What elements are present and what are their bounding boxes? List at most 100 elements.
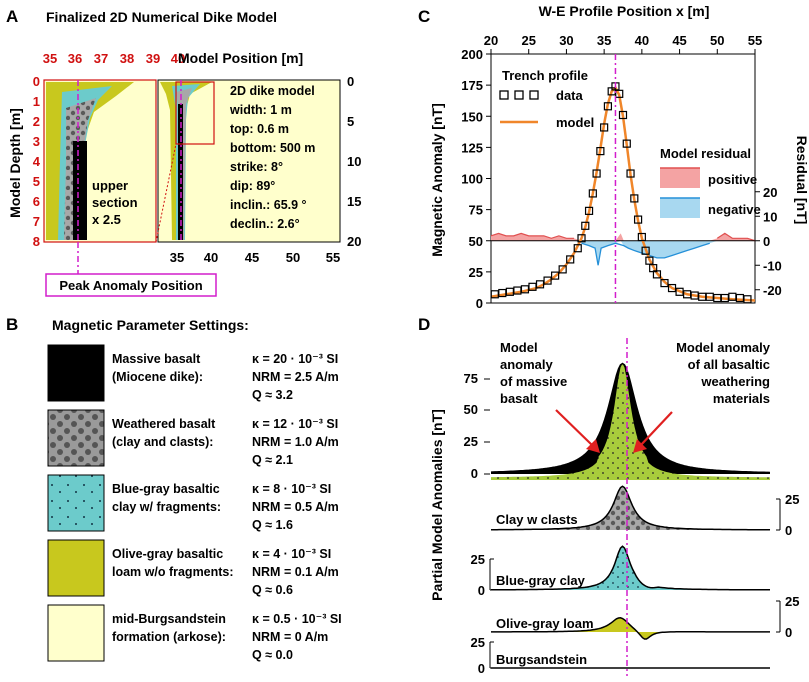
panel-c: C W-E Profile Position x [m] Magnetic An… <box>418 3 809 311</box>
panel-c-y2-label: Residual [nT] <box>794 136 809 225</box>
mat-0-q: Q ≈ 3.2 <box>252 388 293 402</box>
panel-a: A Finalized 2D Numerical Dike Model 35 3… <box>6 7 361 297</box>
data-point <box>584 206 594 215</box>
sub-scale-olive-25: 25 <box>785 594 799 609</box>
upper-section-label-3: x 2.5 <box>92 212 121 227</box>
clay-outline <box>491 485 771 531</box>
model-params: 2D dike model width: 1 m top: 0.6 m bott… <box>229 84 315 231</box>
mat-1-name-1: Weathered basalt <box>112 417 216 431</box>
panel-b: B Magnetic Parameter Settings: Massive b… <box>6 315 342 662</box>
swatch-bluegray <box>47 474 105 532</box>
data-point <box>577 234 586 243</box>
mat-0-nrm: NRM = 2.5 A/m <box>252 370 339 384</box>
c-y2tick-0: 0 <box>763 234 770 249</box>
depth-4: 4 <box>33 154 41 169</box>
c-ytick-75: 75 <box>469 203 483 218</box>
c-ytick-175: 175 <box>461 78 483 93</box>
residual-neg-swatch <box>660 198 700 218</box>
mat-3-kappa: κ = 4 · 10⁻³ SI <box>252 547 331 561</box>
label-massive-3: of massive <box>500 374 567 389</box>
label-weathering-2: of all basaltic <box>688 357 770 372</box>
rdepth-5: 5 <box>347 114 354 129</box>
data-point <box>626 169 635 178</box>
c-xtick-45: 45 <box>672 33 686 48</box>
legend-marker-1 <box>499 90 509 100</box>
mat-1-kappa: κ = 12 · 10⁻³ SI <box>252 417 338 431</box>
label-massive-4: basalt <box>500 391 538 406</box>
arrow-weathering-shaft <box>639 411 673 447</box>
swatch-sandstone <box>47 604 105 662</box>
panel-c-x-ticks: 20 25 30 35 40 45 50 55 <box>484 33 762 54</box>
c-y2tick--20: -20 <box>763 283 782 298</box>
tick-a-40: 40 <box>171 51 185 66</box>
clay-area <box>491 486 770 530</box>
c-xtick-35: 35 <box>597 33 611 48</box>
mat-3-nrm: NRM = 0.1 A/m <box>252 565 339 579</box>
legend-data-markers <box>499 90 539 100</box>
data-point <box>660 278 669 288</box>
d-tick-25: 25 <box>464 434 478 449</box>
mat-2-name-2: clay w/ fragments: <box>112 500 221 514</box>
panel-b-title: Magnetic Parameter Settings: <box>52 317 249 333</box>
sub-scale-blue-0: 0 <box>478 583 485 598</box>
panel-c-residual <box>490 232 756 266</box>
panel-a-axis-title: Model Position [m] <box>178 50 303 66</box>
swatch-massive <box>47 344 105 402</box>
mat-2-kappa: κ = 8 · 10⁻³ SI <box>252 482 331 496</box>
model-line <box>490 85 756 302</box>
tick-a-35: 35 <box>43 51 57 66</box>
data-point <box>543 276 552 285</box>
c-ytick-150: 150 <box>461 109 483 124</box>
panel-d-letter: D <box>418 315 430 334</box>
mat-4-kappa: κ = 0.5 · 10⁻³ SI <box>252 612 342 626</box>
upper-massive-dike <box>73 141 87 240</box>
depth-5: 5 <box>33 174 40 189</box>
legend-trench-title: Trench profile <box>502 68 588 83</box>
material-names: Massive basalt (Miocene dike): Weathered… <box>112 352 234 644</box>
data-point <box>566 255 575 264</box>
legend-marker-2 <box>514 90 524 100</box>
mat-2-name-1: Blue-gray basaltic <box>112 482 220 496</box>
depth-1: 1 <box>33 94 40 109</box>
data-point <box>600 123 609 132</box>
data-point <box>633 215 643 224</box>
residual-pos-label: positive <box>708 172 757 187</box>
mat-0-name-2: (Miocene dike): <box>112 370 203 384</box>
c-xtick-25: 25 <box>521 33 535 48</box>
mat-0-name-1: Massive basalt <box>112 352 201 366</box>
weathering-area <box>491 363 770 480</box>
label-weathering: Model anomaly of all basaltic weathering… <box>676 340 771 406</box>
swatch-olive <box>47 539 105 597</box>
depth-6: 6 <box>33 194 40 209</box>
c-y2tick-10: 10 <box>763 209 777 224</box>
panel-a-y-label: Model Depth [m] <box>7 108 23 218</box>
peak-anomaly-label: Peak Anomaly Position <box>59 278 202 293</box>
c-y2tick--10: -10 <box>763 258 782 273</box>
c-xtick-20: 20 <box>484 33 498 48</box>
olive-outline <box>491 617 770 640</box>
btick-50: 50 <box>286 250 300 265</box>
data-point <box>573 244 582 253</box>
zoom-connector <box>155 143 177 243</box>
tick-a-38: 38 <box>120 51 134 66</box>
panel-d-olive <box>491 617 770 640</box>
data-point <box>588 189 597 198</box>
panel-a-right-ticks: 0 5 10 15 20 <box>347 74 361 249</box>
c-xtick-50: 50 <box>710 33 724 48</box>
panel-a-title: Finalized 2D Numerical Dike Model <box>46 9 277 25</box>
rdepth-15: 15 <box>347 194 361 209</box>
label-weathering-4: materials <box>713 391 770 406</box>
sub-scale-clay: 25 0 <box>776 492 799 538</box>
sub-scale-blue-25: 25 <box>471 552 485 567</box>
btick-45: 45 <box>245 250 259 265</box>
rdepth-0: 0 <box>347 74 354 89</box>
mat-1-q: Q ≈ 2.1 <box>252 453 293 467</box>
data-point <box>630 194 639 203</box>
panel-c-y-label: Magnetic Anomaly [nT] <box>429 103 445 257</box>
c-ytick-0: 0 <box>476 296 483 311</box>
mat-1-nrm: NRM = 1.0 A/m <box>252 435 339 449</box>
depth-2: 2 <box>33 114 40 129</box>
full-olive-layer <box>160 82 212 240</box>
rdepth-20: 20 <box>347 234 361 249</box>
